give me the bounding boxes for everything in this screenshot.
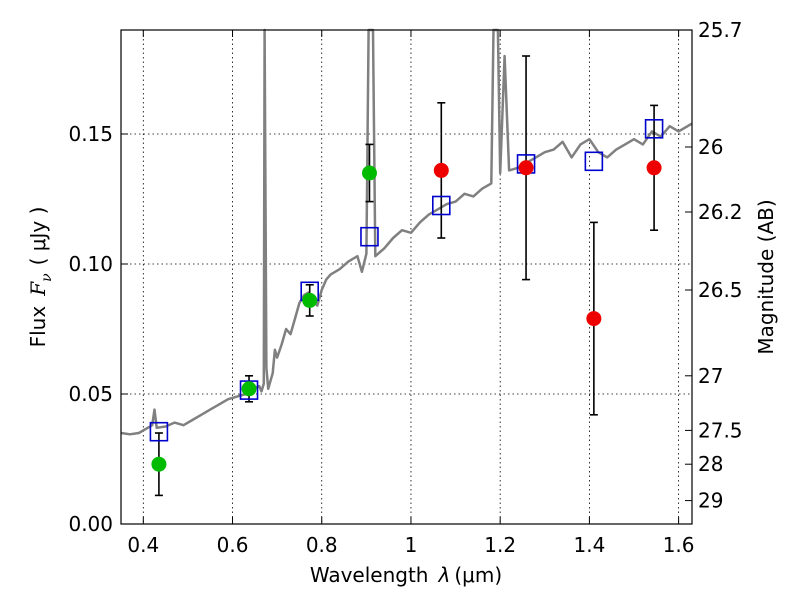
model-photometry-square: [431, 195, 451, 216]
y2-tick-label: 26.2: [698, 200, 743, 224]
y-axis-title: FluxFν( μJy ): [26, 207, 55, 348]
model-photometry-square: [149, 421, 169, 442]
optical-photometry-point: [241, 381, 257, 397]
nir-photometry-point: [518, 160, 534, 176]
model-photometry-square: [360, 226, 379, 247]
optical-photometry-point: [151, 456, 167, 472]
x-tick-label: 0.8: [306, 533, 338, 557]
x-tick-labels: 0.4 0.6 0.8 1 1.2 1.4 1.6: [127, 533, 694, 557]
model-photometry-square: [644, 119, 664, 139]
nir-photometry-point: [433, 162, 449, 178]
tick-marks: [121, 29, 692, 525]
plot-background: [121, 30, 692, 524]
optical-photometry-point: [302, 292, 318, 308]
y2-axis-title: Magnitude (AB): [754, 199, 778, 354]
y-tick-label: 0.15: [68, 122, 113, 146]
x-tick-label: 1.6: [663, 533, 695, 557]
x-tick-label: 0.4: [127, 533, 159, 557]
model-photometry-square: [584, 151, 604, 172]
x-tick-label: 0.6: [217, 533, 249, 557]
y-tick-label: 0.10: [68, 252, 113, 276]
x-tick-label: 1: [405, 533, 418, 557]
nir-photometry-point: [646, 160, 662, 176]
y-tick-label: 0.05: [68, 382, 113, 406]
y2-tick-label: 27: [698, 364, 723, 388]
x-tick-label: 1.4: [573, 533, 605, 557]
x-axis-title: Wavelength λ (μm): [310, 563, 502, 587]
nir-photometry-point: [586, 311, 602, 327]
y2-tick-labels: 25.7 26 26.2 26.5 27 27.5 28 29: [698, 18, 743, 513]
spectrum-line: [120, 28, 693, 436]
model-photometry-square: [239, 380, 259, 400]
spectrum-layer: [120, 28, 693, 436]
y2-tick-label: 26.5: [698, 278, 743, 302]
optical-photometry-point: [361, 165, 377, 181]
y-tick-label: 0.00: [68, 512, 113, 536]
x-tick-label: 1.2: [484, 533, 516, 557]
observed-photometry-layer: [151, 160, 662, 472]
y-tick-labels: 0.00 0.05 0.10 0.15: [68, 122, 113, 536]
model-photometry-layer: [149, 119, 664, 442]
y2-tick-label: 27.5: [698, 418, 743, 442]
y2-tick-label: 29: [698, 489, 723, 513]
plot-frame: [120, 29, 693, 525]
y2-tick-label: 26: [698, 135, 723, 159]
y2-tick-label: 28: [698, 452, 723, 476]
y2-tick-label: 25.7: [698, 18, 743, 42]
